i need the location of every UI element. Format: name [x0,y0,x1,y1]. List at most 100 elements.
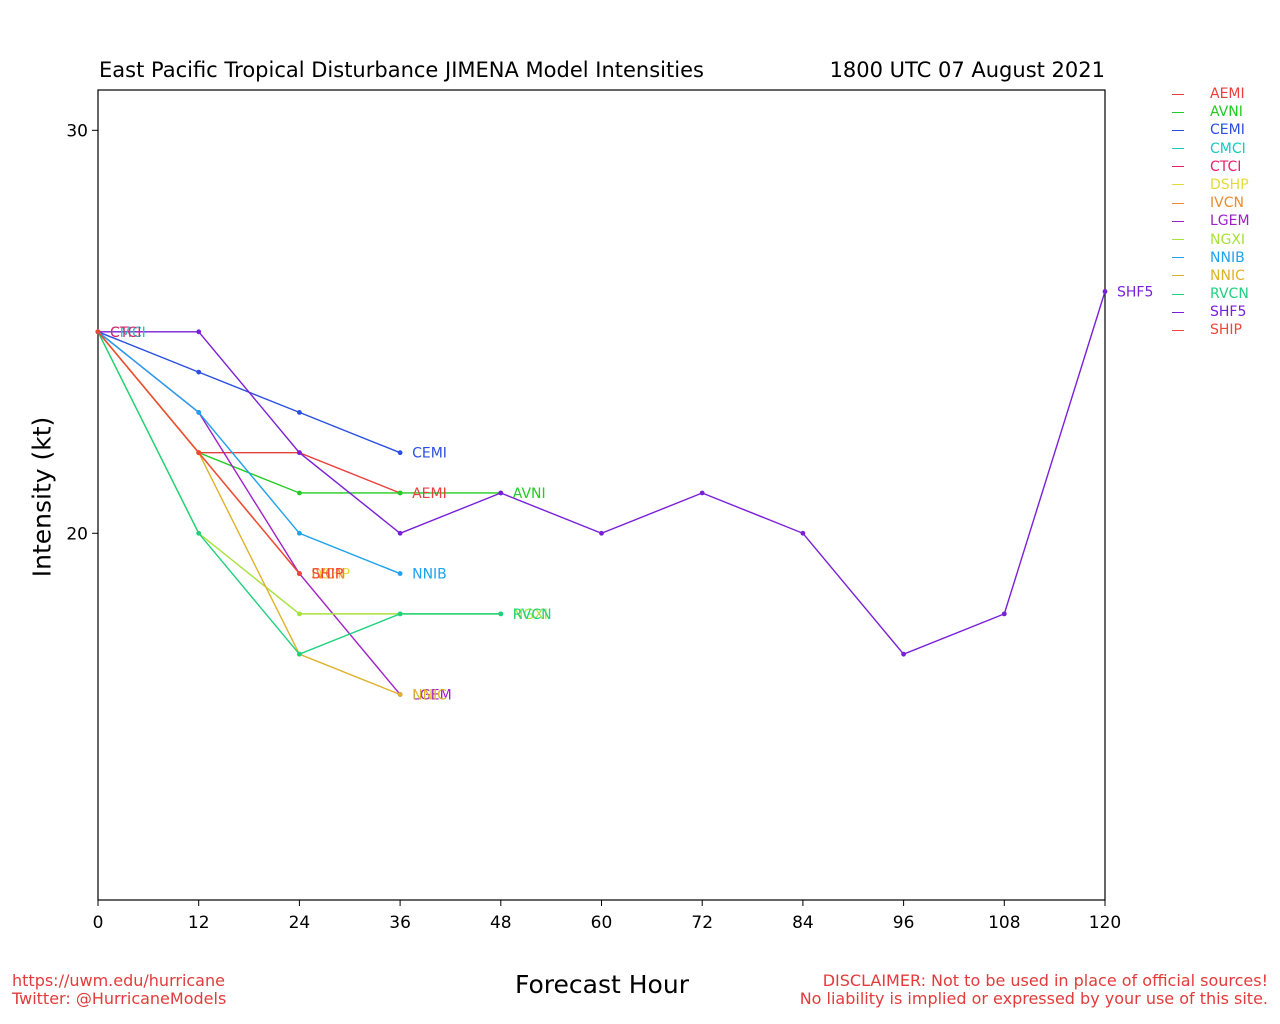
end-label-cemi: CEMI [412,446,447,462]
legend-label: SHIP [1210,322,1242,339]
data-point-rvcn [498,611,504,617]
x-tick-label: 72 [691,913,713,933]
axes: 0 12 24 36 48 60 72 84 96 108 120 20 30 [66,89,1121,933]
x-tick-label: 12 [188,913,210,933]
end-label-ctci: CTCI [110,325,141,341]
chart-timestamp: 1800 UTC 07 August 2021 [829,58,1105,82]
legend-item-cemi: CEMI [1172,121,1250,139]
data-point-ngxi [297,611,302,617]
data-point-rvcn [196,530,202,536]
data-point-cemi [297,409,302,415]
data-point-shf5 [901,651,906,657]
data-point-shf5 [498,490,504,496]
legend-item-shf5: SHF5 [1172,303,1250,321]
end-label-ivcn: IVCN [311,567,345,583]
data-point-nnib [297,530,302,536]
data-point-avni [297,490,302,496]
data-point-shf5 [1001,611,1007,617]
end-label-shf5: SHF5 [1117,284,1153,300]
end-label-cmci: CMCI [110,325,146,341]
end-label-nnib: NNIB [412,567,447,583]
legend: AEMI AVNI CEMI CMCI CTCI DSHP IVCN LGEM NGXI NNIB… [1172,85,1250,340]
data-point-shf5 [699,490,705,496]
x-tick-label: 60 [591,913,613,933]
data-point-rvcn [297,651,302,657]
legend-item-ctci: CTCI [1172,158,1250,176]
data-point-ship [297,571,302,576]
x-tick-label: 48 [490,913,512,933]
data-point-shf5 [196,329,202,335]
legend-item-ivcn: IVCN [1172,194,1250,212]
legend-swatch [1172,257,1184,259]
legend-item-lgem: LGEM [1172,212,1250,230]
data-point-shf5 [800,530,806,536]
legend-swatch [1172,184,1184,186]
legend-label: CTCI [1210,158,1242,175]
legend-label: NNIB [1210,249,1245,266]
data-point-cemi [196,369,202,375]
x-tick-label: 96 [893,913,915,933]
x-tick-label: 84 [792,913,814,933]
legend-item-cmci: CMCI [1172,140,1250,158]
x-tick-label: 0 [93,913,104,933]
data-point-shf5 [1102,289,1108,294]
data-point-ship [196,450,202,456]
legend-label: DSHP [1210,176,1249,193]
y-axis-label: Intensity (kt) [27,416,57,578]
series-line-aemi [97,331,401,494]
plot-frame [97,89,1106,901]
x-tick-label: 36 [389,913,411,933]
legend-swatch [1172,311,1184,313]
y-tick-label: 30 [66,121,88,141]
legend-label: CMCI [1210,140,1246,157]
legend-swatch [1172,166,1184,168]
disclaimer-line-2: No liability is implied or expressed by … [799,989,1268,1008]
legend-item-avni: AVNI [1172,103,1250,121]
legend-item-rvcn: RVCN [1172,285,1250,303]
legend-label: NGXI [1210,231,1246,248]
data-point-avni [397,490,403,496]
data-point-shf5 [397,530,403,536]
legend-label: IVCN [1210,195,1244,212]
legend-label: NNIC [1210,267,1245,284]
footer-twitter: Twitter: @HurricaneModels [12,989,227,1008]
x-tick-label: 120 [1089,913,1121,933]
legend-item-nnic: NNIC [1172,267,1250,285]
x-tick-label: 108 [988,913,1020,933]
legend-swatch [1172,293,1184,295]
legend-swatch [1172,202,1184,204]
series-lines [95,289,1108,697]
data-point-ship [95,329,101,335]
footer-credits: https://uwm.edu/hurricane Twitter: @Hurr… [12,972,226,1008]
legend-item-dshp: DSHP [1172,176,1250,194]
footer-url[interactable]: https://uwm.edu/hurricane [12,971,225,990]
legend-swatch [1172,93,1184,95]
legend-item-ship: SHIP [1172,321,1250,339]
y-tick-label: 20 [66,524,88,544]
end-label-ship: SHIP [311,567,343,583]
end-label-dshp: DSHP [311,567,350,583]
end-label-lgem: LGEM [412,687,452,703]
end-label-aemi: AEMI [412,486,447,502]
legend-swatch [1172,329,1184,331]
legend-swatch [1172,275,1184,277]
legend-swatch [1172,220,1184,222]
end-label-nnic: NNIC [412,687,447,703]
legend-label: AEMI [1210,86,1245,102]
legend-label: RVCN [1210,286,1249,303]
data-point-shf5 [297,450,302,456]
data-point-shf5 [599,530,604,536]
legend-label: SHF5 [1210,304,1247,321]
legend-swatch [1172,111,1184,113]
chart-title: East Pacific Tropical Disturbance JIMENA… [99,58,704,82]
end-label-avni: AVNI [513,486,546,502]
footer-disclaimer: DISCLAIMER: Not to be used in place of o… [800,972,1268,1008]
legend-swatch [1172,148,1184,150]
legend-label: CEMI [1210,122,1245,139]
x-axis-label: Forecast Hour [515,970,689,999]
legend-item-nnib: NNIB [1172,249,1250,267]
legend-label: LGEM [1210,213,1250,230]
legend-item-aemi: AEMI [1172,85,1250,103]
